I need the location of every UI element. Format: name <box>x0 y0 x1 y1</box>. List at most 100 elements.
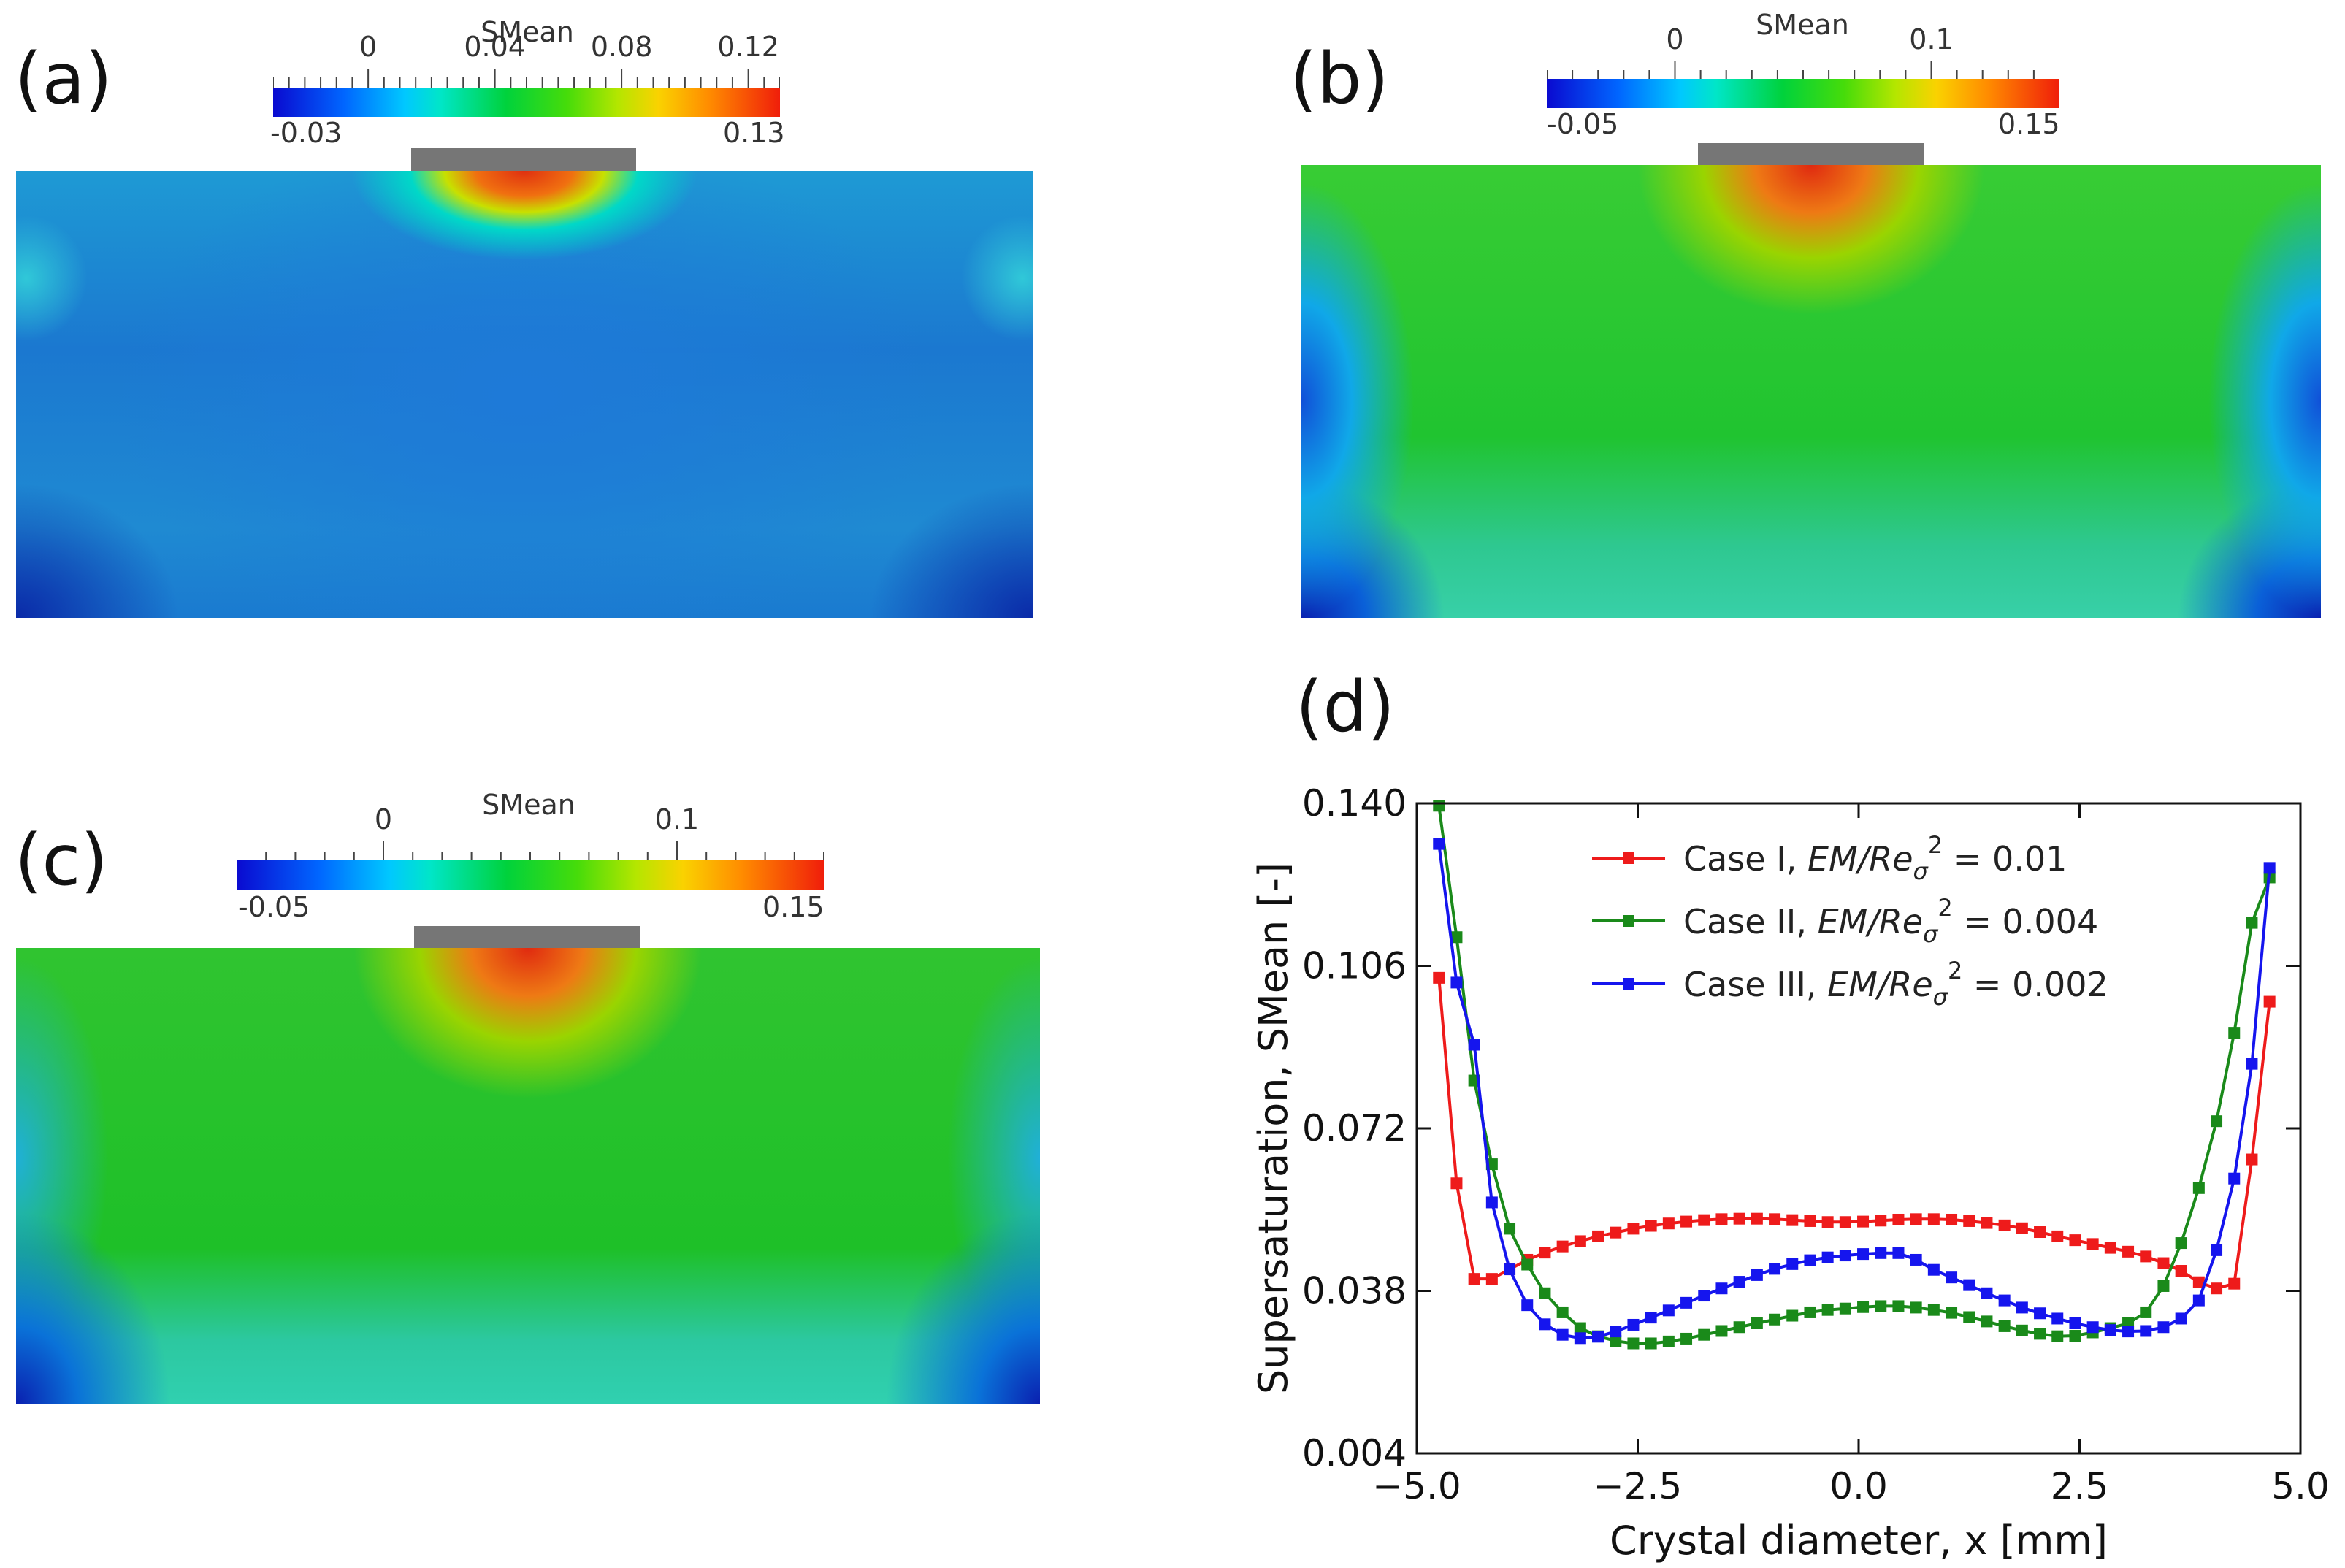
data-point <box>2192 1182 2205 1194</box>
data-point <box>1927 1304 1940 1316</box>
data-point <box>1786 1214 1799 1226</box>
colorbar-c-title: SMean <box>482 789 575 821</box>
data-point <box>1468 1273 1480 1285</box>
colorbar-a-min-label: -0.03 <box>270 117 343 149</box>
plot-frame <box>1415 802 2302 1455</box>
data-point <box>2016 1301 2028 1314</box>
data-point <box>2228 1277 2241 1290</box>
data-point <box>1680 1332 1693 1345</box>
data-point <box>1910 1301 1922 1314</box>
data-point <box>1485 1196 1498 1209</box>
legend-entry-case-1: Case I, EM/Reσ2 = 0.01 <box>1683 831 2067 885</box>
data-point <box>1963 1279 1975 1291</box>
colorbar-tick-label: 0.04 <box>464 31 526 63</box>
data-point <box>1786 1309 1799 1322</box>
data-point <box>1539 1287 1551 1299</box>
data-point <box>2140 1250 2152 1263</box>
chart-legend: Case I, EM/Reσ2 = 0.01 Case II, EM/Reσ2 =… <box>1592 831 2108 1011</box>
x-tick-label: 0.0 <box>1829 1465 1888 1507</box>
line-chart-d: −5.0 −2.5 0.0 2.5 5.0 0.004 0.038 0.072 0.106 0.1… <box>1250 782 2330 1564</box>
data-point <box>1804 1254 1816 1266</box>
smean-field-b <box>1301 165 2321 618</box>
data-point <box>1733 1321 1745 1334</box>
data-point <box>2051 1230 2064 1242</box>
data-point <box>2051 1312 2064 1325</box>
y-tick-label: 0.106 <box>1302 945 1407 987</box>
data-point <box>1433 800 1445 812</box>
data-point <box>1521 1299 1534 1312</box>
panel-c-label: (c) <box>15 819 108 901</box>
colorbar-tick-label: 0 <box>359 31 378 63</box>
data-point <box>2051 1330 2064 1342</box>
data-point <box>1733 1276 1745 1288</box>
colorbar-a-title: SMean <box>481 16 574 48</box>
data-point <box>1610 1326 1622 1338</box>
data-point <box>1645 1312 1657 1324</box>
data-point <box>2086 1238 2099 1250</box>
smean-field-a <box>16 171 1033 618</box>
x-tick-label: −2.5 <box>1594 1465 1682 1507</box>
legend-marker <box>1623 978 1634 990</box>
data-point <box>1574 1235 1586 1247</box>
data-point <box>2104 1324 2116 1336</box>
data-point <box>1556 1328 1569 1341</box>
data-point <box>1769 1313 1781 1326</box>
data-point <box>1751 1269 1763 1281</box>
panel-a-label: (a) <box>15 38 112 120</box>
data-point <box>1998 1294 2011 1307</box>
data-point <box>1892 1300 1905 1312</box>
data-point <box>1715 1282 1728 1295</box>
data-point <box>2246 1153 2258 1166</box>
x-axis-label: Crystal diameter, x [mm] <box>1610 1518 2108 1564</box>
data-point <box>1680 1296 1693 1309</box>
data-point <box>2211 1282 2223 1295</box>
data-point <box>1804 1215 1816 1227</box>
data-point <box>1751 1317 1763 1329</box>
data-point <box>1610 1226 1622 1239</box>
data-point <box>2192 1294 2205 1307</box>
data-point <box>1946 1271 1958 1284</box>
data-point <box>1450 1177 1463 1190</box>
data-point <box>1662 1304 1675 1317</box>
data-point <box>2140 1306 2152 1318</box>
data-point <box>1450 931 1463 944</box>
data-point <box>1698 1214 1710 1226</box>
colorbar-tick-label: 0.1 <box>654 803 700 835</box>
data-point <box>1680 1215 1693 1228</box>
data-point <box>1786 1258 1799 1270</box>
data-point <box>2122 1326 2135 1338</box>
data-point <box>2211 1115 2223 1128</box>
x-tick-label: −5.0 <box>1372 1465 1461 1507</box>
data-point <box>1645 1337 1657 1350</box>
data-point <box>1627 1223 1640 1235</box>
colorbar-b-min-label: -0.05 <box>1547 108 1619 140</box>
data-point <box>2086 1321 2099 1334</box>
data-point <box>1857 1215 1870 1228</box>
data-point <box>2034 1328 2046 1340</box>
data-point <box>1592 1230 1604 1242</box>
crystal-c <box>414 926 640 951</box>
data-point <box>1610 1335 1622 1347</box>
y-axis-label: Supersaturation, SMean [-] <box>1250 863 1296 1394</box>
data-point <box>1821 1304 1834 1316</box>
colorbar-tick-label: 0 <box>374 803 393 835</box>
data-point <box>1839 1216 1851 1228</box>
data-point <box>2069 1234 2081 1247</box>
y-tick-label: 0.072 <box>1302 1107 1407 1150</box>
data-point <box>1839 1250 1851 1262</box>
data-point <box>1981 1315 1993 1328</box>
legend-entry-case-2: Case II, EM/Reσ2 = 0.004 <box>1683 894 2098 948</box>
data-point <box>2104 1242 2116 1254</box>
data-point <box>1433 971 1445 984</box>
data-point <box>2175 1265 2187 1277</box>
colorbar-c-max-label: 0.15 <box>762 891 825 923</box>
data-point <box>2246 917 2258 929</box>
y-tick-label: 0.140 <box>1302 782 1407 825</box>
data-point <box>2122 1245 2135 1258</box>
data-point <box>1821 1251 1834 1263</box>
data-point <box>2211 1244 2223 1256</box>
data-point <box>1715 1325 1728 1337</box>
data-point <box>1769 1213 1781 1225</box>
data-point <box>1875 1300 1887 1312</box>
data-point <box>1574 1322 1586 1334</box>
